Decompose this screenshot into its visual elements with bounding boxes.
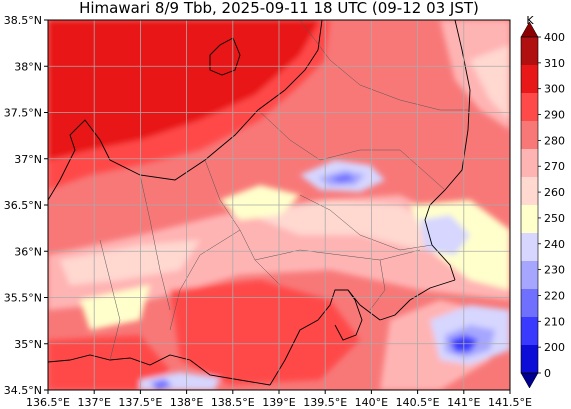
lat-tick-label: 36°N (14, 245, 42, 258)
colorbar: K 400 310 300 290 280 270 260 250 240 230 220 210 20… (520, 14, 565, 389)
lon-tick-label: 138.5°E (211, 396, 255, 409)
colorbar-label: 250 (544, 212, 565, 225)
colorbar-swatch (521, 317, 538, 345)
colorbar-label: 400 (544, 31, 565, 44)
colorbar-label: 0 (544, 367, 551, 380)
colorbar-swatch (521, 205, 538, 233)
colorbar-swatch (521, 93, 538, 121)
lat-tick-label: 38°N (14, 60, 42, 73)
colorbar-label: 310 (544, 57, 565, 70)
lat-tick-label: 35.5°N (4, 292, 42, 305)
lon-tick-label: 140.5°E (396, 396, 440, 409)
lon-tick-label: 136.5°E (26, 396, 70, 409)
lon-tick-label: 141.5°E (488, 396, 532, 409)
colorbar-swatch (521, 177, 538, 205)
longitude-axis: 136.5°E 137°E 137.5°E 138°E 138.5°E 139°E 139.… (26, 390, 532, 409)
colorbar-swatch (521, 37, 538, 65)
colorbar-frame (520, 36, 539, 374)
colorbar-swatch (521, 121, 538, 149)
coastlines (48, 20, 471, 386)
lon-tick-label: 141°E (447, 396, 480, 409)
lon-tick-label: 137°E (77, 396, 110, 409)
colorbar-label: 300 (544, 83, 565, 96)
lat-tick-label: 34.5°N (4, 384, 42, 397)
colorbar-extend-max (520, 21, 539, 38)
lon-tick-label: 139°E (262, 396, 295, 409)
lat-tick-label: 37°N (14, 153, 42, 166)
colorbar-label: 260 (544, 186, 565, 199)
colorbar-label: 220 (544, 289, 565, 302)
colorbar-label: 240 (544, 238, 565, 251)
colorbar-label: 270 (544, 160, 565, 173)
colorbar-label: 290 (544, 109, 565, 122)
colorbar-label: 230 (544, 264, 565, 277)
lat-tick-label: 37.5°N (4, 107, 42, 120)
lon-tick-label: 139.5°E (303, 396, 347, 409)
colorbar-swatch (521, 149, 538, 177)
colorbar-swatch (521, 261, 538, 289)
colorbar-label: 280 (544, 134, 565, 147)
colorbar-swatch (521, 233, 538, 261)
lon-tick-label: 140°E (355, 396, 388, 409)
map-title: Himawari 8/9 Tbb, 2025-09-11 18 UTC (09-… (79, 0, 479, 17)
lon-tick-label: 138°E (170, 396, 203, 409)
lat-tick-label: 35°N (14, 338, 42, 351)
lat-tick-label: 36.5°N (4, 199, 42, 212)
colorbar-unit: K (526, 14, 534, 27)
colorbar-extend-min (520, 372, 539, 389)
colorbar-swatch (521, 289, 538, 317)
map-panel (48, 20, 510, 390)
colorbar-swatch (521, 65, 538, 93)
latitude-axis: 38.5°N 38°N 37.5°N 37°N 36.5°N 36°N 35.5°N 35°N… (4, 14, 48, 397)
colorbar-swatch (521, 345, 538, 373)
graticule (48, 20, 510, 390)
lon-tick-label: 137.5°E (118, 396, 162, 409)
lat-tick-label: 38.5°N (4, 14, 42, 27)
colorbar-label: 200 (544, 341, 565, 354)
colorbar-label: 210 (544, 315, 565, 328)
